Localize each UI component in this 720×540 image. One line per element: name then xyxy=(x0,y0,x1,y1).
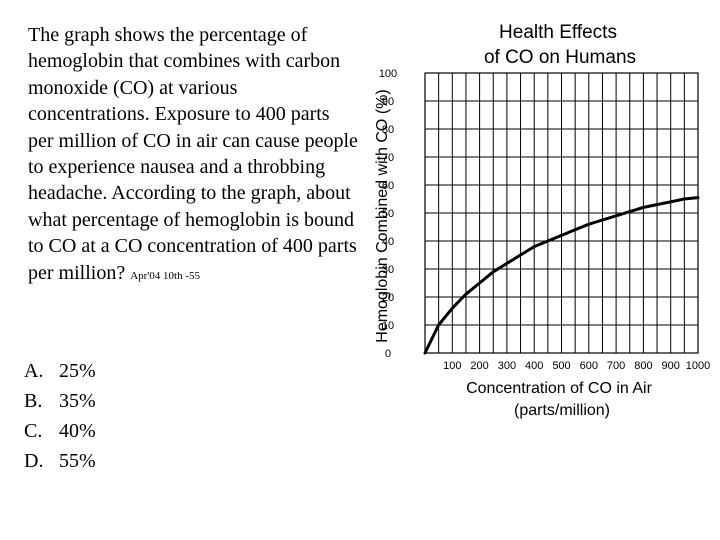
choice-c[interactable]: C. 40% xyxy=(24,416,96,446)
y-tick-label: 0 xyxy=(385,348,391,360)
y-axis-label: Hemoglobin Combined with CO (%) xyxy=(374,89,391,342)
y-tick-label: 60 xyxy=(382,180,394,192)
choice-text: 35% xyxy=(59,390,96,412)
x-tick-label: 200 xyxy=(470,360,488,372)
x-tick-label: 1000 xyxy=(686,360,710,372)
choice-letter: D. xyxy=(24,450,44,472)
y-tick-label: 90 xyxy=(382,96,394,108)
y-tick-label: 100 xyxy=(379,68,397,80)
answer-choices: A. 25% B. 35% C. 40% D. 55% xyxy=(24,356,96,476)
y-tick-label: 20 xyxy=(382,292,394,304)
x-axis-label-line2: (parts/million) xyxy=(514,402,610,419)
chart-title-line1: Health Effects xyxy=(499,22,617,43)
x-tick-label: 500 xyxy=(552,360,570,372)
y-tick-label: 30 xyxy=(382,264,394,276)
question-text: The graph shows the percentage of hemogl… xyxy=(28,22,358,289)
x-axis-label-line1: Concentration of CO in Air xyxy=(466,380,653,397)
y-tick-label: 10 xyxy=(382,320,394,332)
question-source-tag: Apr'04 10th -55 xyxy=(130,269,201,282)
choice-b[interactable]: B. 35% xyxy=(24,386,96,416)
co-hemoglobin-chart: 0 10 20 30 40 50 60 70 80 90 100 100 200 300 400 500 600… xyxy=(374,22,710,419)
x-tick-label: 600 xyxy=(580,360,598,372)
question-body: The graph shows the percentage of hemogl… xyxy=(28,24,358,284)
x-tick-label: 800 xyxy=(634,360,652,372)
x-tick-label: 900 xyxy=(662,360,680,372)
choice-letter: A. xyxy=(24,360,44,382)
chart-title-line2: of CO on Humans xyxy=(484,47,636,68)
choice-text: 25% xyxy=(59,360,96,382)
choice-text: 55% xyxy=(59,450,96,472)
choice-text: 40% xyxy=(59,420,96,442)
x-tick-label: 400 xyxy=(525,360,543,372)
y-tick-label: 70 xyxy=(382,152,394,164)
choice-a[interactable]: A. 25% xyxy=(24,356,96,386)
choice-letter: C. xyxy=(24,420,43,442)
x-tick-label: 300 xyxy=(498,360,516,372)
y-tick-label: 50 xyxy=(382,208,394,220)
choice-d[interactable]: D. 55% xyxy=(24,446,96,476)
y-tick-label: 80 xyxy=(382,124,394,136)
x-tick-label: 700 xyxy=(607,360,625,372)
x-tick-label: 100 xyxy=(443,360,461,372)
data-series-line xyxy=(423,196,700,355)
y-tick-label: 40 xyxy=(382,236,394,248)
plot-frame xyxy=(424,72,699,354)
choice-letter: B. xyxy=(24,390,43,412)
